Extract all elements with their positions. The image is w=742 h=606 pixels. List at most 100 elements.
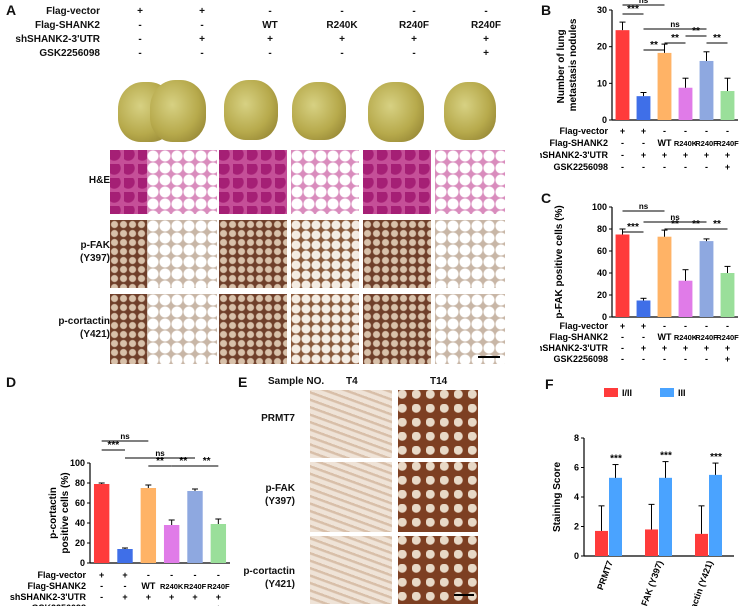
significance-label: *** bbox=[610, 454, 622, 465]
treatment-cell: - bbox=[100, 581, 103, 591]
y-tick-label: 20 bbox=[597, 290, 607, 300]
panel-a-cell: - bbox=[412, 48, 416, 59]
treatment-cell: - bbox=[663, 354, 666, 364]
treatment-cell: + bbox=[704, 150, 709, 160]
lung-image-4 bbox=[292, 82, 346, 140]
e-pfak-t4 bbox=[310, 462, 392, 532]
panel-a-cell: - bbox=[138, 20, 142, 31]
bar bbox=[140, 488, 157, 563]
panel-a-cell: - bbox=[200, 20, 204, 31]
treatment-cell: - bbox=[663, 162, 666, 172]
treatment-cell: - bbox=[642, 138, 645, 148]
pcortactin-row-sub: (Y421) bbox=[79, 329, 110, 340]
treatment-cell: - bbox=[100, 603, 103, 606]
treatment-cell: WT bbox=[141, 581, 155, 591]
pfak-image-2 bbox=[147, 220, 217, 288]
panel-c-letter: C bbox=[541, 190, 552, 206]
pcortactin-image-5 bbox=[363, 294, 431, 364]
bar bbox=[595, 530, 608, 556]
treatment-row-label: Flag-SHANK2 bbox=[549, 332, 608, 342]
y-tick-label: 8 bbox=[574, 433, 579, 443]
treatment-cell: + bbox=[725, 150, 730, 160]
treatment-cell: + bbox=[192, 592, 197, 602]
legend-swatch bbox=[604, 388, 618, 397]
bar bbox=[695, 533, 708, 556]
treatment-cell: + bbox=[683, 150, 688, 160]
panel-a-cell: R240F bbox=[398, 20, 429, 31]
treatment-row-label: Flag-vector bbox=[559, 126, 608, 136]
panel-a-cell: - bbox=[340, 6, 344, 17]
y-tick-label: 60 bbox=[597, 246, 607, 256]
treatment-cell: + bbox=[641, 343, 646, 353]
treatment-row-label: GSK2256098 bbox=[31, 603, 86, 606]
bar bbox=[93, 484, 110, 563]
significance-label: ** bbox=[692, 219, 700, 230]
significance-label: ns bbox=[120, 432, 130, 441]
significance-label: ns bbox=[670, 213, 680, 222]
significance-label: ** bbox=[671, 33, 679, 44]
bar bbox=[659, 477, 672, 556]
bar bbox=[645, 529, 658, 556]
panel-a-cell: + bbox=[199, 6, 205, 17]
pcortactin-image-3 bbox=[219, 294, 287, 364]
treatment-cell: - bbox=[642, 354, 645, 364]
panel-a-cell: - bbox=[138, 34, 142, 45]
significance-label: ns bbox=[639, 0, 649, 5]
panel-a-cell: - bbox=[412, 6, 416, 17]
y-tick-label: 100 bbox=[70, 458, 85, 468]
bar bbox=[636, 300, 651, 317]
panel-a-cell: R240F bbox=[470, 20, 501, 31]
significance-label: *** bbox=[660, 451, 672, 462]
x-tick-label: PRMT7 bbox=[595, 559, 615, 591]
y-tick-label: 20 bbox=[597, 42, 607, 52]
panel-a-cell: + bbox=[137, 6, 143, 17]
pfak-row-label: p-FAK bbox=[80, 240, 110, 251]
significance-label: ** bbox=[179, 456, 187, 467]
pcortactin-e-row-sub: (Y421) bbox=[264, 579, 295, 590]
chart-f: 0 2 4 6 8 Staining Score I/II III *** PRMT7 *** p-F… bbox=[552, 388, 734, 606]
significance-label: *** bbox=[627, 222, 639, 233]
panel-a-row-label: Flag-SHANK2 bbox=[34, 20, 100, 31]
treatment-cell: - bbox=[621, 162, 624, 172]
e-pfak-t14 bbox=[398, 462, 478, 532]
panel-a-cell: R240K bbox=[326, 20, 358, 31]
treatment-cell: - bbox=[621, 150, 624, 160]
treatment-cell: - bbox=[663, 321, 666, 331]
treatment-cell: + bbox=[99, 570, 104, 580]
pfak-e-row-label: p-FAK bbox=[265, 483, 295, 494]
treatment-cell: + bbox=[641, 126, 646, 136]
pcortactin-image-6 bbox=[435, 294, 505, 364]
panel-a-cell: + bbox=[267, 34, 273, 45]
treatment-cell: R240K bbox=[674, 333, 698, 342]
y-tick-label: 100 bbox=[592, 202, 607, 212]
y-tick-label: 40 bbox=[597, 268, 607, 278]
bar bbox=[657, 236, 672, 317]
scale-bar-e bbox=[454, 594, 474, 596]
panel-a-cell: - bbox=[340, 48, 344, 59]
treatment-cell: - bbox=[621, 343, 624, 353]
y-axis-label: p-cortactinpositive cells (%) bbox=[48, 472, 71, 553]
panel-a-cell: WT bbox=[262, 20, 278, 31]
treatment-cell: - bbox=[147, 570, 150, 580]
y-tick-label: 80 bbox=[75, 478, 85, 488]
significance-label: ns bbox=[155, 449, 165, 458]
bar bbox=[678, 280, 693, 317]
treatment-cell: + bbox=[122, 570, 127, 580]
significance-label: ns bbox=[639, 202, 649, 211]
x-tick-label: p-FAK (Y397) bbox=[636, 559, 665, 606]
treatment-row-label: GSK2256098 bbox=[553, 354, 608, 364]
legend-label: III bbox=[678, 388, 686, 398]
treatment-cell: - bbox=[170, 603, 173, 606]
treatment-cell: - bbox=[147, 603, 150, 606]
y-tick-label: 10 bbox=[597, 78, 607, 88]
treatment-cell: - bbox=[705, 321, 708, 331]
bar bbox=[163, 525, 180, 563]
he-image-5 bbox=[363, 150, 431, 214]
treatment-cell: + bbox=[641, 150, 646, 160]
legend-label: I/II bbox=[622, 388, 632, 398]
panel-a-cell: + bbox=[483, 48, 489, 59]
bar bbox=[657, 52, 672, 120]
he-image-3 bbox=[219, 150, 287, 214]
treatment-cell: + bbox=[662, 343, 667, 353]
panel-a-cell: + bbox=[483, 34, 489, 45]
